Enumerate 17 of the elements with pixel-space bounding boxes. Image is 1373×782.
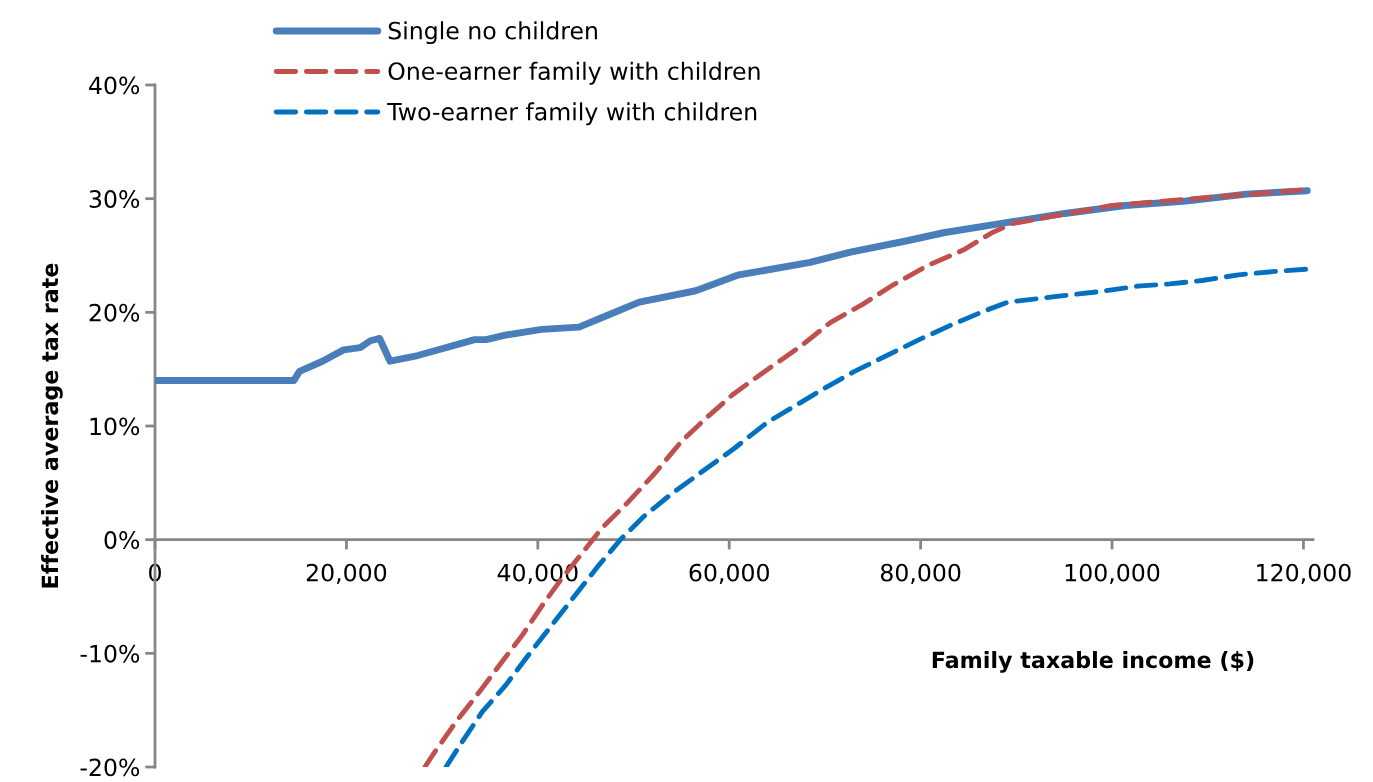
y-tick-label: -20% [80,758,140,777]
x-tick-label: 120,000 [1257,563,1351,584]
y-tick-label: 0% [104,531,140,549]
y-tick-label: -10% [80,644,140,663]
y-tick-label: 10% [90,417,140,436]
x-tick-label: 60,000 [689,563,769,584]
y-axis-title: Effective average tax rate [41,263,63,588]
x-tick-label: 100,000 [1065,563,1160,584]
y-tick-label: 40% [89,76,140,95]
y-tick-label: 20% [89,303,140,322]
x-tick-label: 20,000 [306,563,387,584]
x-axis-title: Family taxable income ($) [932,651,1254,673]
legend-label: One-earner family with children [388,61,760,85]
y-tick-label: 30% [89,190,140,208]
legend-label: Single no children [388,21,597,45]
legend-label: Two-earner family with children [387,102,757,126]
x-tick-label: 80,000 [880,563,961,584]
